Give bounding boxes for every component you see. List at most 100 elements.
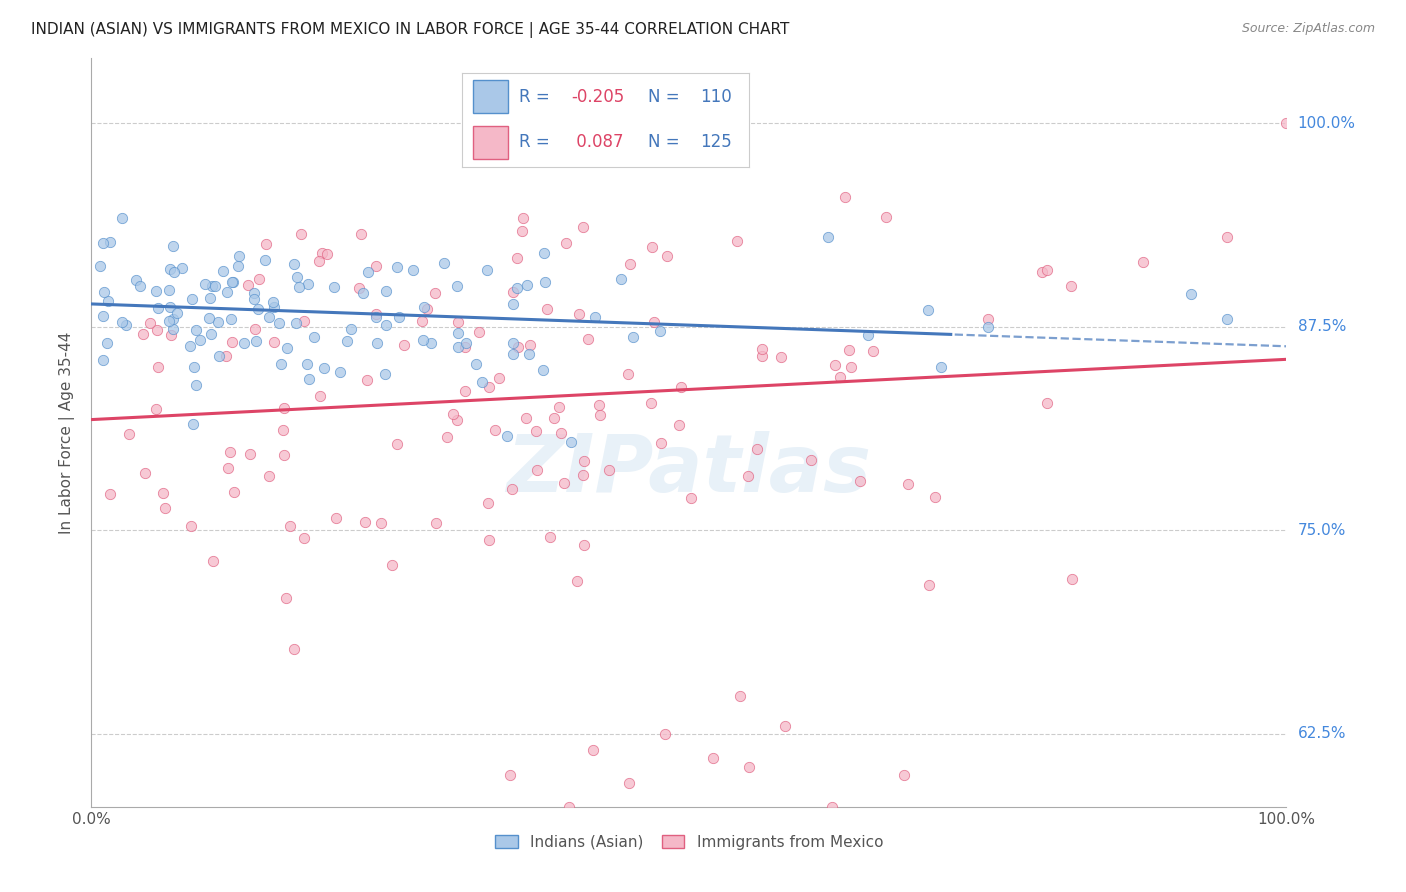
Point xyxy=(340,322,363,336)
Point xyxy=(1060,573,1083,587)
Point xyxy=(619,256,641,270)
Point xyxy=(576,332,599,346)
Point xyxy=(134,466,156,480)
Point xyxy=(267,316,290,330)
Point xyxy=(222,484,245,499)
Point xyxy=(180,519,202,533)
Point xyxy=(263,335,285,350)
Point xyxy=(1031,265,1053,279)
Point xyxy=(610,272,633,286)
Point xyxy=(200,292,222,306)
Point xyxy=(239,447,262,461)
Point xyxy=(257,310,280,325)
Point xyxy=(893,767,915,781)
Point xyxy=(524,424,547,438)
Point xyxy=(228,249,250,263)
Legend: Indians (Asian), Immigrants from Mexico: Indians (Asian), Immigrants from Mexico xyxy=(489,829,889,855)
Point xyxy=(413,300,436,314)
Point xyxy=(97,293,120,308)
Point xyxy=(297,277,319,291)
Point xyxy=(93,285,115,299)
Point xyxy=(641,814,664,828)
Point xyxy=(862,343,884,358)
Point xyxy=(162,239,184,253)
Point xyxy=(311,246,333,260)
Point xyxy=(356,373,378,387)
Point xyxy=(515,411,537,425)
Point xyxy=(381,558,404,572)
Point xyxy=(588,398,610,412)
Point xyxy=(200,326,222,341)
Point xyxy=(619,776,641,790)
Point xyxy=(217,460,239,475)
Point xyxy=(162,322,184,336)
Point xyxy=(243,286,266,301)
Point xyxy=(650,435,672,450)
Point xyxy=(447,315,470,329)
Point xyxy=(420,335,443,350)
Point xyxy=(572,220,595,235)
Point xyxy=(477,496,499,510)
Point xyxy=(1215,311,1237,326)
Point xyxy=(336,334,359,348)
Point xyxy=(547,401,569,415)
Point xyxy=(725,235,748,249)
Point xyxy=(565,574,588,589)
Point xyxy=(215,349,238,363)
Point xyxy=(512,211,534,225)
Point xyxy=(501,483,523,497)
Point xyxy=(308,253,330,268)
Point xyxy=(918,577,941,591)
Point xyxy=(352,285,374,300)
Point xyxy=(91,309,114,323)
Point xyxy=(931,360,953,375)
Point xyxy=(98,486,121,500)
Point xyxy=(298,371,321,385)
Point xyxy=(502,346,524,360)
Point xyxy=(325,511,347,525)
Point xyxy=(550,426,572,441)
Text: 62.5%: 62.5% xyxy=(1298,726,1346,741)
Point xyxy=(329,365,352,379)
Point xyxy=(519,338,541,352)
Point xyxy=(543,411,565,425)
Point xyxy=(402,263,425,277)
Point xyxy=(626,132,648,146)
Point xyxy=(425,516,447,530)
Point xyxy=(510,816,533,830)
Point xyxy=(411,314,433,328)
Point xyxy=(538,530,561,544)
Point xyxy=(484,423,506,437)
Point xyxy=(508,340,530,354)
Point xyxy=(388,310,411,325)
Point xyxy=(447,340,470,354)
Point xyxy=(219,312,242,326)
Point xyxy=(221,335,243,350)
Point xyxy=(533,245,555,260)
Point xyxy=(582,743,605,757)
Point xyxy=(773,719,796,733)
Point xyxy=(375,284,398,298)
Point xyxy=(132,326,155,341)
Point xyxy=(364,307,387,321)
Point xyxy=(477,263,499,277)
Point xyxy=(496,429,519,443)
Point xyxy=(478,380,501,394)
Point xyxy=(236,277,259,292)
Point xyxy=(648,324,671,338)
Text: Source: ZipAtlas.com: Source: ZipAtlas.com xyxy=(1241,22,1375,36)
Point xyxy=(392,337,415,351)
Point xyxy=(183,360,205,375)
Point xyxy=(288,279,311,293)
Point xyxy=(364,259,387,273)
Point xyxy=(441,407,464,421)
Point xyxy=(621,330,644,344)
Point xyxy=(153,501,176,516)
Point xyxy=(468,325,491,339)
Point xyxy=(247,272,270,286)
Point xyxy=(454,336,477,351)
Point xyxy=(976,319,998,334)
Point xyxy=(517,347,540,361)
Point xyxy=(232,335,254,350)
Point xyxy=(655,249,678,263)
